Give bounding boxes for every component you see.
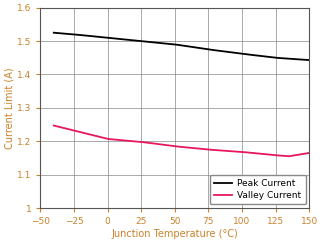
Line: Valley Current: Valley Current: [54, 126, 309, 156]
Peak Current: [238, 52, 242, 55]
Peak Current: [82, 34, 86, 37]
Legend: Peak Current, Valley Current: Peak Current, Valley Current: [210, 175, 306, 204]
Peak Current: [236, 52, 240, 55]
Valley Current: [213, 148, 216, 151]
Valley Current: [52, 124, 56, 127]
Valley Current: [153, 142, 157, 145]
Peak Current: [135, 39, 139, 42]
Valley Current: [135, 140, 139, 143]
Peak Current: [213, 49, 216, 52]
Peak Current: [52, 31, 56, 34]
Y-axis label: Current Limit (A): Current Limit (A): [4, 67, 14, 149]
Valley Current: [238, 150, 242, 153]
Valley Current: [236, 150, 240, 153]
Line: Peak Current: Peak Current: [54, 33, 309, 60]
Valley Current: [307, 151, 311, 154]
Peak Current: [307, 59, 311, 61]
Valley Current: [287, 155, 291, 158]
Peak Current: [153, 41, 157, 44]
Valley Current: [82, 132, 86, 135]
X-axis label: Junction Temperature (°C): Junction Temperature (°C): [111, 229, 238, 239]
